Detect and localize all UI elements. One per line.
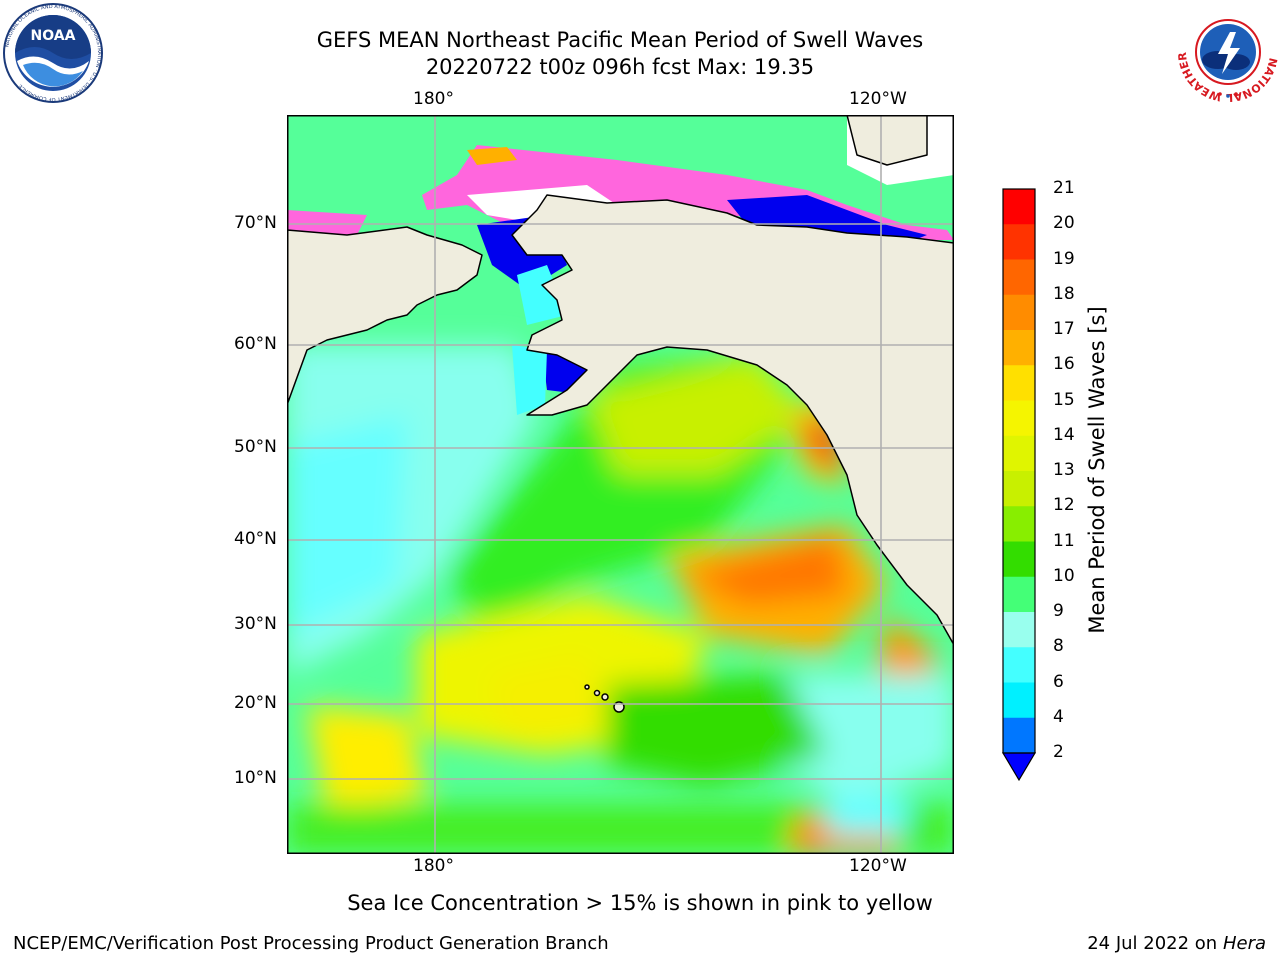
lon-tick-top-180: 180° xyxy=(413,89,454,109)
colorbar-band xyxy=(1003,612,1035,648)
lat-tick-60n: 60°N xyxy=(234,334,277,354)
colorbar-band xyxy=(1003,189,1035,225)
lat-tick-30n: 30°N xyxy=(234,614,277,634)
footer-host: Hera xyxy=(1222,933,1266,954)
sea-ice-caption: Sea Ice Concentration > 15% is shown in … xyxy=(347,891,933,915)
colorbar-band xyxy=(1003,682,1035,719)
colorbar-tick-label: 16 xyxy=(1053,354,1075,375)
colorbar-tick-label: 6 xyxy=(1053,671,1064,692)
colorbar-tick-label: 12 xyxy=(1053,495,1075,516)
colorbar-band xyxy=(1003,330,1035,366)
lon-tick-bottom-120w: 120°W xyxy=(849,856,907,876)
colorbar-band xyxy=(1003,259,1035,296)
colorbar-tick-label: 21 xyxy=(1053,178,1075,198)
colorbar-tick-label: 20 xyxy=(1053,213,1075,234)
lat-tick-10n: 10°N xyxy=(234,768,277,788)
colorbar-band xyxy=(1003,647,1035,683)
colorbar-tick-label: 9 xyxy=(1053,601,1064,621)
noaa-logo: NOAA NATIONAL OCEANIC AND ATMOSPHERIC AD… xyxy=(3,3,103,103)
hawaii-islands xyxy=(584,684,625,713)
chart-title: GEFS MEAN Northeast Pacific Mean Period … xyxy=(316,28,924,52)
colorbar-tick-label: 4 xyxy=(1053,706,1064,727)
colorbar-tick-label: 19 xyxy=(1053,248,1075,269)
colorbar-tick-label: 17 xyxy=(1053,319,1075,339)
lat-tick-40n: 40°N xyxy=(234,529,277,549)
footer-date-text: 24 Jul 2022 on xyxy=(1087,933,1223,954)
lat-tick-20n: 20°N xyxy=(234,693,277,713)
colorbar-tick-label: 11 xyxy=(1053,530,1075,551)
colorbar-title: Mean Period of Swell Waves [s] xyxy=(1085,306,1109,634)
map-gridlines xyxy=(287,115,954,854)
colorbar-tick-label: 18 xyxy=(1053,283,1075,304)
nws-logo: NATIONAL WEATHER SERVICE xyxy=(1178,2,1278,102)
lat-tick-70n: 70°N xyxy=(234,213,277,233)
colorbar-band xyxy=(1003,365,1035,401)
footer-credit: NCEP/EMC/Verification Post Processing Pr… xyxy=(13,933,609,954)
colorbar-band xyxy=(1003,576,1035,613)
colorbar xyxy=(1002,188,1037,782)
colorbar-band xyxy=(1003,717,1035,754)
colorbar-band xyxy=(1003,541,1035,578)
colorbar-band xyxy=(1003,294,1035,331)
noaa-logo-text: NOAA xyxy=(31,28,76,44)
colorbar-band xyxy=(1003,400,1035,437)
colorbar-tick-label: 13 xyxy=(1053,460,1075,480)
colorbar-tick-label: 10 xyxy=(1053,565,1075,586)
lat-tick-50n: 50°N xyxy=(234,437,277,457)
footer-date: 24 Jul 2022 on Hera xyxy=(1087,933,1266,954)
swell-period-map xyxy=(287,115,954,854)
chart-subtitle: 20220722 t00z 096h fcst Max: 19.35 xyxy=(425,55,815,79)
colorbar-band xyxy=(1003,471,1035,507)
lon-tick-bottom-180: 180° xyxy=(413,856,454,876)
colorbar-tick-label: 8 xyxy=(1053,636,1064,657)
land-masses xyxy=(287,115,954,646)
colorbar-tick-label: 14 xyxy=(1053,424,1075,445)
colorbar-band xyxy=(1003,506,1035,542)
colorbar-band xyxy=(1003,435,1035,472)
colorbar-tick-label: 2 xyxy=(1053,742,1064,762)
colorbar-under-triangle xyxy=(1002,752,1037,782)
lon-tick-top-120w: 120°W xyxy=(849,89,907,109)
colorbar-band xyxy=(1003,224,1035,260)
colorbar-tick-label: 15 xyxy=(1053,389,1075,410)
